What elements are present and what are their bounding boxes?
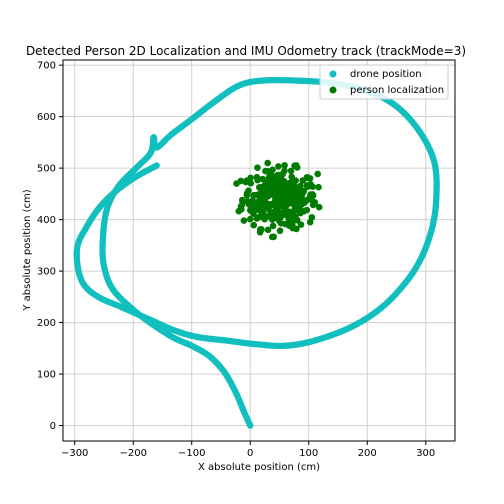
person-localization-point [289,200,297,207]
person-localization-point [268,216,276,223]
person-localization-point [293,189,301,197]
person-localization-point [273,172,281,180]
drone-track [73,76,440,429]
x-tick-label: −100 [178,448,205,459]
y-tick-label: 300 [37,267,56,278]
person-localization-point [250,192,258,199]
person-localization-point [306,218,314,226]
person-localization-point [264,226,272,234]
person-localization-point [301,199,308,206]
person-localization-point [297,221,305,228]
person-localization-point [297,208,305,216]
person-localization-point [284,195,292,203]
person-localization-point [249,207,256,215]
person-localization-point [293,225,300,233]
plot-area [62,59,456,442]
person-localization-point [281,167,288,175]
person-localization-point [262,188,269,195]
legend-marker-person [329,86,337,94]
person-localization-point [265,181,273,188]
person-localization-point [309,192,317,199]
person-localization-point [314,170,322,178]
x-tick-label: 300 [416,448,435,459]
person-localization-point [281,209,289,217]
person-localization-point [243,190,251,197]
y-tick-label: 700 [37,61,56,72]
person-localization-point [271,181,278,189]
person-localization-point [256,196,264,204]
y-axis-ticks: 0 100 200 300 400 500 600 700 [37,61,63,432]
x-axis-label: X absolute position (cm) [198,462,320,473]
person-cluster [233,159,323,241]
person-localization-point [309,183,316,190]
person-localization-point [245,199,253,207]
y-tick-label: 100 [37,370,56,381]
person-localization-point [293,203,301,211]
y-tick-label: 400 [37,215,56,226]
person-localization-point [285,222,293,229]
person-localization-point [246,215,254,223]
person-localization-point [269,222,277,230]
y-axis-label: Y absolute position (cm) [22,189,33,311]
person-localization-point [273,212,280,219]
legend-label-person: person localization [350,85,444,96]
person-localization-point [254,176,261,184]
person-localization-point [315,203,323,211]
person-localization-point [277,202,284,210]
grid [63,60,455,441]
person-localization-point [268,233,276,241]
person-localization-point [280,185,287,193]
person-localization-point [259,213,267,221]
person-localization-point [264,167,271,175]
x-tick-label: 200 [358,448,377,459]
person-localization-point [254,164,261,171]
person-localization-point [287,167,295,175]
x-tick-label: −300 [61,448,88,459]
person-localization-point [276,227,284,235]
person-localization-point [267,187,275,194]
person-localization-point [288,183,296,190]
person-localization-point [264,159,271,167]
y-tick-label: 600 [37,112,56,123]
y-tick-label: 500 [37,164,56,175]
person-localization-point [310,200,318,208]
x-axis-ticks: −300 −200 −100 0 100 200 300 [61,441,435,459]
person-localization-point [268,200,276,208]
x-tick-label: 0 [247,448,253,459]
person-localization-point [258,226,265,233]
person-localization-point [240,217,248,224]
person-localization-point [293,216,301,224]
person-localization-point [303,174,311,181]
chart-title: Detected Person 2D Localization and IMU … [26,44,466,58]
person-localization-point [293,164,301,171]
person-localization-point [315,183,322,191]
person-localization-point [281,162,288,169]
person-localization-point [267,209,275,217]
person-localization-point [278,194,286,201]
x-tick-label: 100 [299,448,318,459]
legend-box [319,64,449,100]
person-localization-point [243,177,251,185]
person-localization-point [259,175,266,183]
y-tick-label: 200 [37,318,56,329]
person-localization-point [275,163,282,170]
person-localization-point [260,202,268,209]
legend-label-drone: drone position [350,69,422,80]
person-localization-point [280,178,288,185]
person-localization-point [233,180,240,187]
y-tick-label: 0 [50,421,56,432]
person-localization-point [250,221,258,229]
x-tick-label: −200 [119,448,146,459]
legend: drone position person localization [319,64,449,100]
drone-position-point [153,162,160,169]
legend-marker-drone [329,70,337,78]
person-localization-point [293,195,300,203]
person-localization-point [238,201,246,208]
